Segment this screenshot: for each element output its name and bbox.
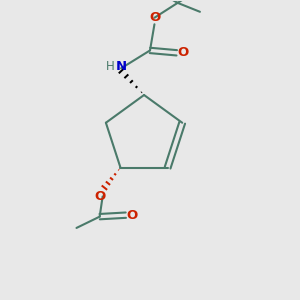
Text: O: O xyxy=(177,46,188,59)
Text: O: O xyxy=(149,11,161,24)
Text: O: O xyxy=(94,190,106,203)
Text: O: O xyxy=(126,209,137,222)
Text: H: H xyxy=(106,60,114,73)
Text: N: N xyxy=(116,60,127,73)
